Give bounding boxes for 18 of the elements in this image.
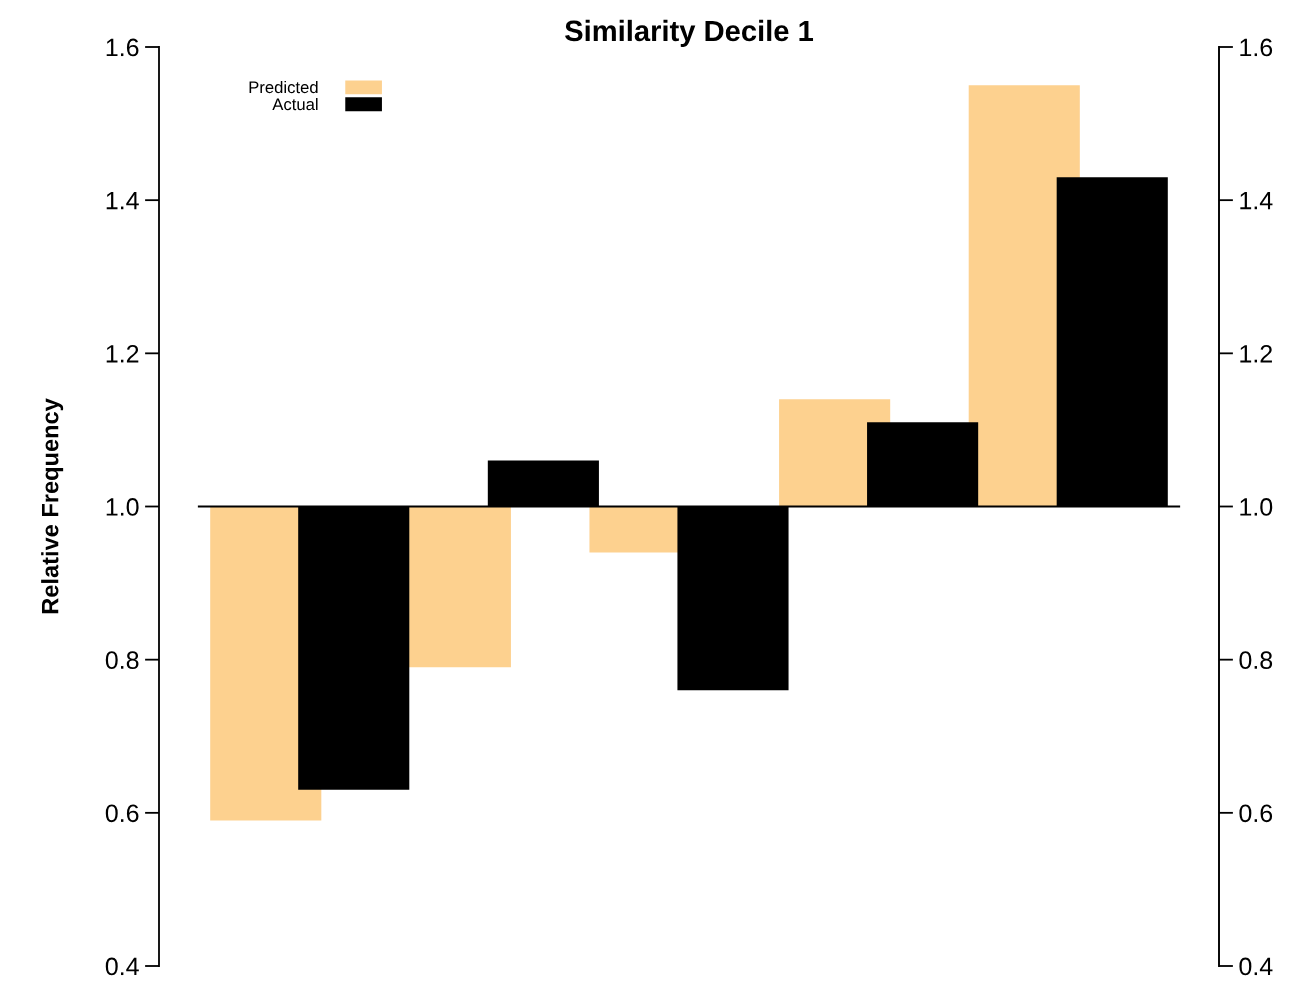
y-tick-label: 1.6 xyxy=(106,38,139,57)
y2-tick-label: 1.6 xyxy=(1240,38,1273,57)
y-tick-label: 0.4 xyxy=(105,957,139,976)
y2-tick-label: 0.6 xyxy=(1239,804,1273,823)
y2-tick-label: 1.4 xyxy=(1240,192,1273,210)
y-tick-label: 1.4 xyxy=(106,192,139,210)
y-tick-label: 0.8 xyxy=(105,651,139,669)
y2-tick-label: 0.4 xyxy=(1239,957,1273,976)
y2-tick-label: 0.8 xyxy=(1239,651,1273,669)
y-tick-label: 1.0 xyxy=(106,498,139,516)
legend-label: Predicted xyxy=(249,80,318,94)
chart-title: Similarity Decile 1 xyxy=(565,19,814,47)
y-tick-label: 0.6 xyxy=(105,804,139,823)
y2-tick-label: 1.0 xyxy=(1240,498,1273,516)
y-axis-title: Relative Frequency xyxy=(41,398,64,614)
legend-label: Actual xyxy=(272,97,318,111)
y-tick-label: 1.2 xyxy=(106,344,139,363)
y2-tick-label: 1.2 xyxy=(1240,344,1272,363)
